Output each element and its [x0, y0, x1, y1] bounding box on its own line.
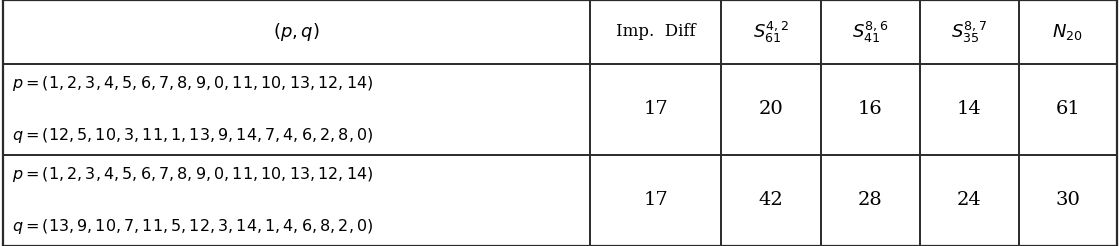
- Text: $S_{41}^{8,6}$: $S_{41}^{8,6}$: [852, 19, 888, 45]
- Text: 42: 42: [758, 191, 783, 210]
- Text: $q = (13, 9, 10, 7, 11, 5, 12, 3, 14, 1, 4, 6, 8, 2, 0)$: $q = (13, 9, 10, 7, 11, 5, 12, 3, 14, 1,…: [12, 217, 374, 236]
- Text: 14: 14: [956, 100, 981, 119]
- Text: 61: 61: [1055, 100, 1080, 119]
- Text: 16: 16: [858, 100, 883, 119]
- Text: $S_{35}^{8,7}$: $S_{35}^{8,7}$: [951, 19, 987, 45]
- Text: 28: 28: [858, 191, 883, 210]
- Text: $(p, q)$: $(p, q)$: [273, 21, 320, 43]
- Text: $S_{61}^{4,2}$: $S_{61}^{4,2}$: [753, 19, 788, 45]
- Text: 17: 17: [643, 100, 669, 119]
- Text: $p = (1, 2, 3, 4, 5, 6, 7, 8, 9, 0, 11, 10, 13, 12, 14)$: $p = (1, 2, 3, 4, 5, 6, 7, 8, 9, 0, 11, …: [12, 74, 374, 93]
- Text: Imp.  Diff: Imp. Diff: [616, 23, 696, 41]
- Text: $N_{20}$: $N_{20}$: [1053, 22, 1083, 42]
- Text: $p = (1, 2, 3, 4, 5, 6, 7, 8, 9, 0, 11, 10, 13, 12, 14)$: $p = (1, 2, 3, 4, 5, 6, 7, 8, 9, 0, 11, …: [12, 165, 374, 184]
- Text: 17: 17: [643, 191, 669, 210]
- Text: $q = (12, 5, 10, 3, 11, 1, 13, 9, 14, 7, 4, 6, 2, 8, 0)$: $q = (12, 5, 10, 3, 11, 1, 13, 9, 14, 7,…: [12, 126, 374, 145]
- Text: 24: 24: [956, 191, 981, 210]
- Text: 20: 20: [758, 100, 783, 119]
- Text: 30: 30: [1055, 191, 1080, 210]
